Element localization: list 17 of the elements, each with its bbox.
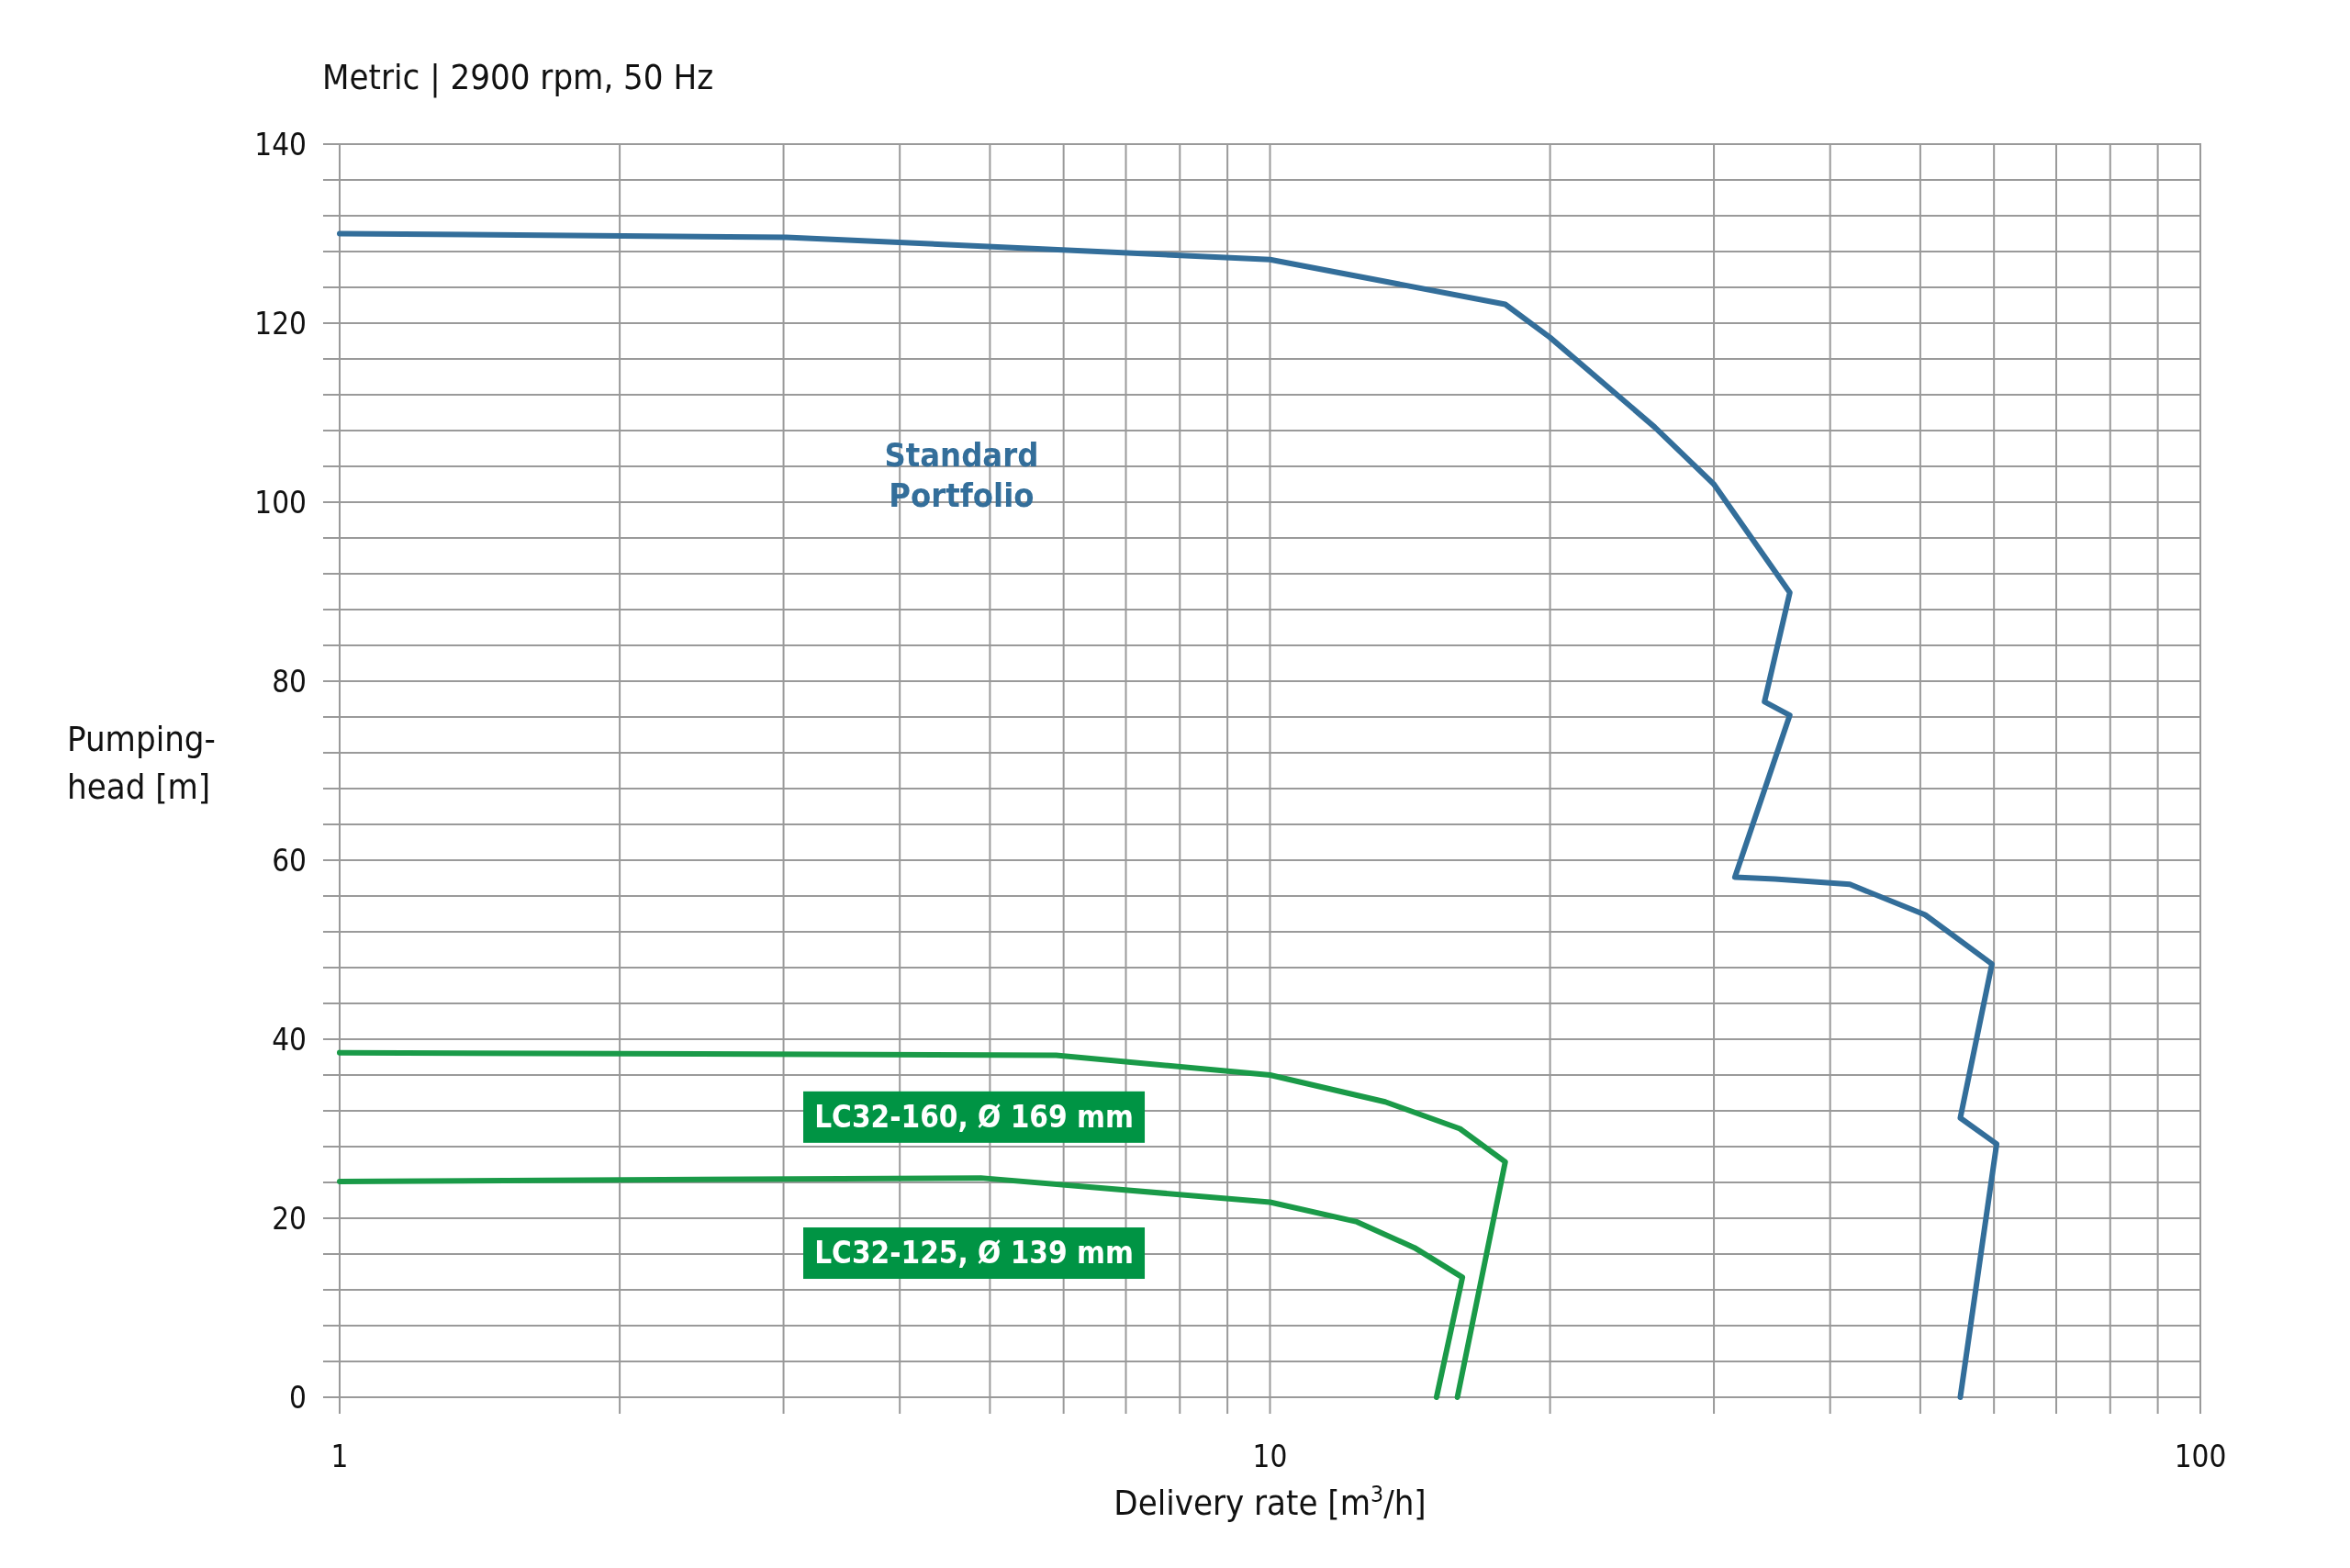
series-label: LC32-125, Ø 139 mm: [814, 1235, 1134, 1271]
y-tick-label: 120: [254, 306, 307, 342]
x-axis-title: Delivery rate [m$^{3}$/h]: [1113, 1480, 1427, 1523]
y-tick-label: 20: [272, 1201, 307, 1237]
y-tick-label: 0: [289, 1380, 307, 1416]
chart-title: Metric | 2900 rpm, 50 Hz: [322, 57, 714, 98]
y-axis-title: Pumping-head [m]: [67, 719, 216, 807]
x-tick-label: 10: [1252, 1439, 1288, 1474]
x-tick-label: 1: [330, 1439, 349, 1474]
series-label: LC32-160, Ø 169 mm: [814, 1098, 1134, 1135]
y-tick-label: 100: [254, 485, 307, 521]
y-tick-label: 40: [272, 1022, 307, 1058]
y-tick-label: 60: [272, 843, 307, 879]
x-tick-label: 100: [2174, 1439, 2227, 1474]
y-tick-label: 80: [272, 664, 307, 700]
y-tick-label: 140: [254, 127, 307, 162]
text: Standard Portfolio: [884, 436, 1039, 514]
